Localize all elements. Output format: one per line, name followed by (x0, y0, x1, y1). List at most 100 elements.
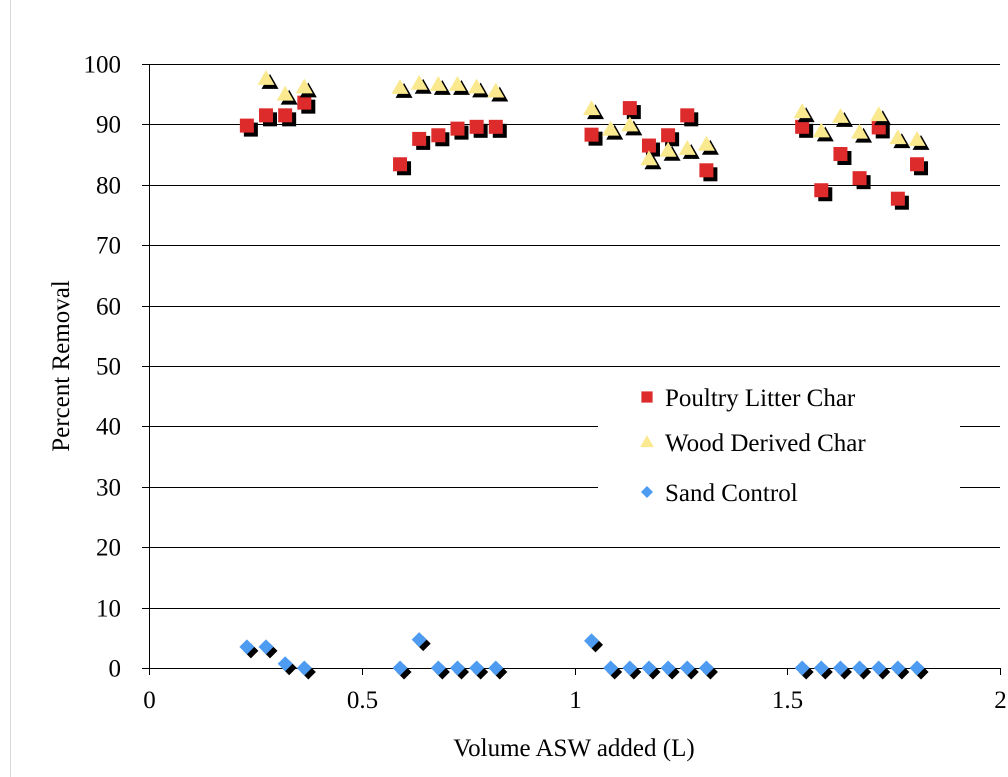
x-tick-label: 0.5 (347, 687, 378, 714)
data-point-diamond (909, 660, 925, 676)
data-point-triangle (889, 129, 907, 145)
data-point-diamond (258, 639, 274, 655)
data-point-square (393, 157, 408, 172)
data-point-diamond (239, 639, 255, 655)
data-point-square (239, 118, 254, 133)
data-point-square (795, 119, 810, 134)
data-point-triangle (851, 123, 869, 139)
axes: 0 10 20 30 40 50 60 70 80 90 100 0 0.5 1 1.5 2 (84, 52, 1007, 715)
data-point-triangle (583, 100, 601, 116)
y-tick-label: 70 (96, 233, 121, 260)
data-point-square (890, 191, 905, 206)
data-point-diamond (794, 660, 810, 676)
data-point-square (488, 119, 503, 134)
y-tick-label: 90 (96, 112, 121, 139)
data-point-square (259, 108, 274, 123)
series-diamond (239, 632, 929, 680)
data-point-triangle (276, 85, 294, 101)
data-point-diamond (296, 660, 312, 676)
data-point-triangle (870, 106, 888, 122)
data-point-square (622, 101, 637, 116)
data-point-triangle (908, 131, 926, 146)
y-tick-label: 100 (84, 52, 122, 79)
y-tick-label: 20 (96, 535, 121, 562)
legend-label: Poultry Litter Char (665, 385, 856, 412)
data-point-square (641, 138, 656, 153)
data-point-diamond (622, 660, 638, 676)
legend-marker-triangle (640, 435, 654, 448)
data-point-square (699, 163, 714, 178)
legend-marker-diamond (641, 486, 653, 498)
data-point-triangle (697, 135, 715, 151)
legend: Poultry Litter Char Wood Derived Char Sand… (598, 370, 960, 512)
data-point-diamond (698, 660, 714, 676)
y-tick-label: 50 (96, 354, 121, 381)
series-triangle (257, 69, 930, 170)
y-tick-label: 40 (96, 414, 121, 441)
data-point-diamond (488, 660, 504, 676)
data-point-triangle (621, 116, 639, 132)
data-point-diamond (449, 660, 465, 676)
data-point-diamond (469, 660, 485, 676)
series-square (239, 95, 929, 210)
y-axis-title: Percent Removal (48, 280, 75, 452)
data-point-square (297, 95, 312, 110)
data-point-square (278, 108, 293, 123)
data-point-diamond (890, 660, 906, 676)
data-point-triangle (659, 141, 677, 157)
data-point-diamond (871, 660, 887, 676)
data-point-triangle (391, 79, 409, 94)
data-point-diamond (277, 656, 293, 672)
data-point-square (412, 131, 427, 146)
data-point-triangle (602, 120, 620, 136)
data-point-triangle (468, 78, 486, 94)
data-point-square (450, 121, 465, 136)
data-point-square (814, 183, 829, 198)
y-tick-label: 10 (96, 596, 121, 623)
data-point-diamond (852, 660, 868, 676)
data-point-triangle (831, 108, 849, 123)
data-point-triangle (257, 69, 275, 85)
legend-marker-square (641, 391, 653, 403)
data-point-diamond (832, 660, 848, 676)
data-point-square (469, 119, 484, 134)
data-point-diamond (603, 660, 619, 676)
data-point-square (661, 128, 676, 143)
data-point-triangle (678, 140, 696, 155)
data-points (239, 69, 930, 680)
data-point-triangle (640, 150, 658, 166)
x-tick-label: 2 (994, 687, 1007, 714)
data-point-square (852, 171, 867, 186)
data-point-triangle (429, 76, 447, 91)
y-tick-label: 30 (96, 475, 121, 502)
data-point-diamond (679, 660, 695, 676)
data-point-diamond (584, 633, 600, 649)
data-point-square (910, 157, 925, 172)
data-point-diamond (411, 632, 427, 648)
data-point-triangle (793, 103, 811, 119)
x-axis-title: Volume ASW added (L) (453, 735, 694, 762)
data-point-square (431, 128, 446, 143)
legend-label: Sand Control (665, 480, 798, 507)
data-point-square (833, 146, 848, 161)
data-point-diamond (392, 660, 408, 676)
data-point-diamond (813, 660, 829, 676)
data-point-diamond (641, 660, 657, 676)
data-point-square (584, 127, 599, 142)
y-tick-label: 80 (96, 173, 121, 200)
x-tick-label: 1.5 (772, 687, 803, 714)
data-point-triangle (410, 74, 428, 90)
data-point-triangle (448, 76, 466, 91)
data-point-triangle (487, 82, 505, 98)
gridlines (149, 64, 1000, 609)
data-point-triangle (812, 122, 830, 138)
data-point-square (680, 108, 695, 123)
y-tick-label: 60 (96, 294, 121, 321)
data-point-diamond (660, 660, 676, 676)
data-point-diamond (430, 660, 446, 676)
x-tick-label: 0 (143, 687, 156, 714)
legend-label: Wood Derived Char (665, 430, 866, 457)
x-tick-label: 1 (569, 687, 582, 714)
